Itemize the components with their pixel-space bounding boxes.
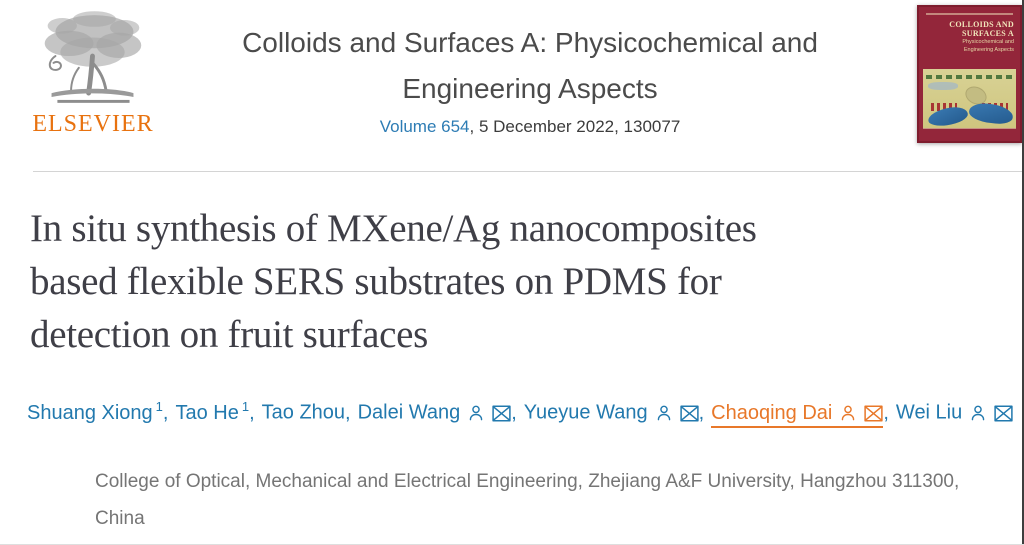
author-name[interactable]: Tao Zhou — [261, 401, 346, 424]
affiliation: College of Optical, Mechanical and Elect… — [95, 463, 995, 537]
author-separator: , — [162, 401, 169, 424]
cover-micro-text-bar — [926, 13, 1013, 15]
author-tao-zhou[interactable]: Tao Zhou — [262, 402, 345, 424]
author-separator: , — [883, 401, 889, 424]
author-yueyue-wang[interactable]: Yueyue Wang — [524, 402, 699, 424]
email-icon[interactable] — [679, 405, 699, 422]
email-icon[interactable] — [492, 405, 511, 422]
journal-title-line2[interactable]: Engineering Aspects — [402, 73, 658, 104]
author-separator: , — [511, 401, 517, 424]
author-chaoqing-dai[interactable]: Chaoqing Dai — [711, 401, 884, 428]
article-title: In situ synthesis of MXene/Ag nanocompos… — [30, 202, 1010, 361]
cover-title-line1: COLLOIDS AND — [949, 20, 1014, 29]
cover-art-red-cluster-left — [931, 103, 957, 111]
author-separator: , — [698, 401, 705, 424]
cover-art-green-chain — [926, 75, 1013, 79]
author-dalei-wang[interactable]: Dalei Wang — [358, 402, 512, 424]
window-right-edge — [1022, 0, 1024, 545]
cover-art-blue-wash — [928, 82, 958, 90]
article-title-line3: detection on fruit surfaces — [30, 313, 428, 356]
journal-title-line1[interactable]: Colloids and Surfaces A: Physicochemical… — [242, 27, 818, 58]
cover-footer-band — [923, 128, 1016, 138]
article-title-line1: In situ synthesis of MXene/Ag nanocompos… — [30, 207, 757, 250]
cover-title-line2: SURFACES A — [962, 29, 1014, 38]
author-profile-icon[interactable] — [839, 404, 857, 422]
author-wei-liu[interactable]: Wei Liu — [896, 402, 1013, 424]
cover-masthead: COLLOIDS AND SURFACES A Physicochemical … — [919, 15, 1020, 53]
journal-heading: Colloids and Surfaces A: Physicochemical… — [155, 20, 905, 137]
cover-artwork — [923, 69, 1016, 128]
author-tao-he[interactable]: Tao He 1 — [175, 399, 250, 424]
cover-subtitle-line1: Physicochemical and — [962, 39, 1014, 45]
author-separator: , — [345, 401, 351, 424]
issue-date-text: , 5 December 2022, 130077 — [469, 117, 681, 136]
author-name[interactable]: Dalei Wang — [357, 401, 461, 424]
author-name[interactable]: Yueyue Wang — [523, 401, 648, 424]
affiliation-line1: College of Optical, Mechanical and Elect… — [95, 471, 960, 492]
author-name[interactable]: Chaoqing Dai — [711, 401, 833, 424]
volume-link[interactable]: Volume 654 — [379, 117, 470, 136]
author-list: Shuang Xiong 1, Tao He 1, Tao Zhou, Dalei Wan… — [27, 399, 1017, 428]
author-profile-icon[interactable] — [969, 404, 987, 422]
volume-issue-line: Volume 654, 5 December 2022, 130077 — [155, 117, 905, 137]
author-profile-icon[interactable] — [655, 404, 673, 422]
affiliation-superscript: 1 — [241, 399, 250, 414]
affiliation-superscript: 1 — [155, 399, 163, 414]
author-profile-icon[interactable] — [467, 404, 485, 422]
journal-cover-thumbnail[interactable]: COLLOIDS AND SURFACES A Physicochemical … — [917, 5, 1022, 143]
affiliation-line2: China — [95, 508, 145, 529]
cover-subtitle-line2: Engineering Aspects — [963, 46, 1014, 53]
journal-title[interactable]: Colloids and Surfaces A: Physicochemical… — [155, 20, 905, 112]
author-name[interactable]: Shuang Xiong — [27, 401, 153, 424]
email-icon[interactable] — [864, 405, 884, 422]
author-shuang-xiong[interactable]: Shuang Xiong 1 — [27, 399, 163, 424]
author-separator: , — [249, 401, 255, 424]
header-divider — [33, 171, 1024, 172]
article-title-line2: based flexible SERS substrates on PDMS f… — [30, 260, 722, 303]
author-name[interactable]: Tao He — [175, 401, 239, 424]
elsevier-logo: ELSEVIER — [32, 6, 154, 138]
elsevier-wordmark: ELSEVIER — [32, 111, 154, 137]
author-name[interactable]: Wei Liu — [895, 401, 963, 424]
elsevier-tree-icon — [44, 11, 142, 103]
email-icon[interactable] — [994, 405, 1013, 422]
